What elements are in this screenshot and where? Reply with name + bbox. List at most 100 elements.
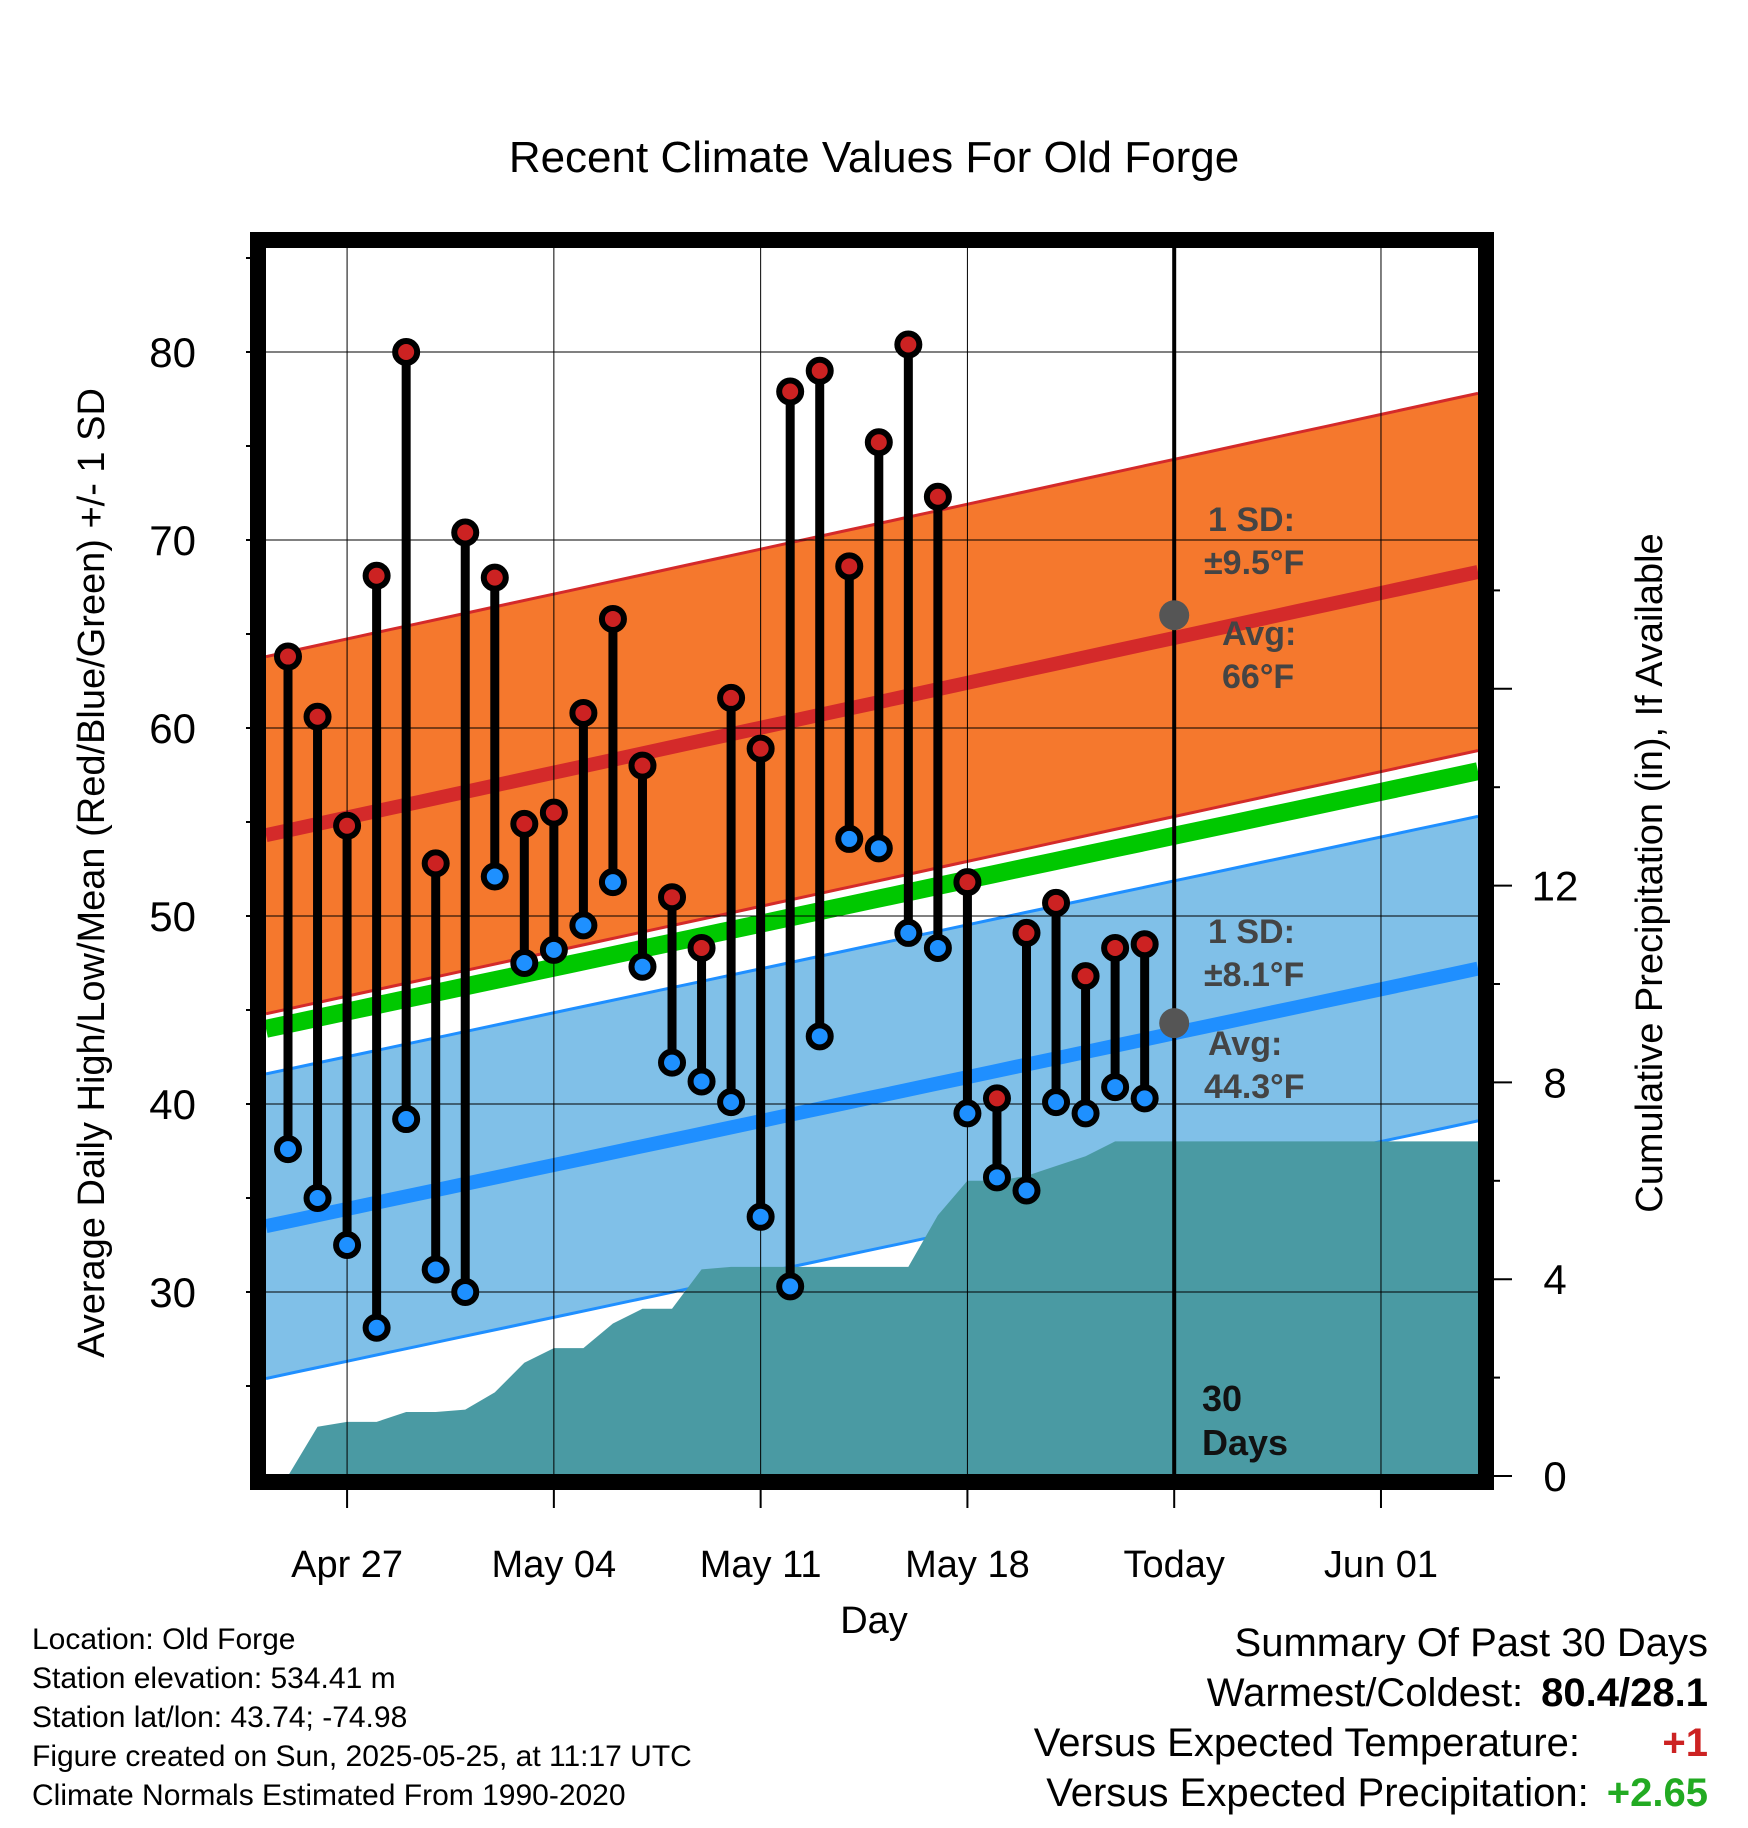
summary-precip: Versus Expected Precipitation: +2.65 (1034, 1768, 1708, 1818)
high-point (598, 604, 627, 633)
warm-cold-label: Warmest/Coldest: (1206, 1671, 1524, 1715)
y-tick-label: 60 (149, 705, 196, 752)
precip-value: +2.65 (1606, 1771, 1708, 1815)
y2-tick-label: 4 (1543, 1256, 1566, 1303)
x-tick-label: Today (1123, 1544, 1224, 1586)
days-label-word: Days (1202, 1422, 1288, 1463)
high-sd-value: ±9.5°F (1204, 544, 1304, 582)
low-point (687, 1067, 716, 1096)
temp-label: Versus Expected Temperature: (1033, 1721, 1580, 1765)
low-point (569, 911, 598, 940)
cumulative-precip-area (288, 1141, 1478, 1474)
precip-label: Versus Expected Precipitation: (1046, 1771, 1589, 1815)
low-point (835, 824, 864, 853)
info-latlon: Station lat/lon: 43.74; -74.98 (32, 1701, 408, 1734)
x-axis-label: Day (840, 1600, 908, 1642)
x-tick-label: Jun 01 (1324, 1544, 1438, 1586)
high-avg-marker (1159, 600, 1190, 631)
high-point (923, 482, 952, 511)
low-point (717, 1088, 746, 1117)
low-point (274, 1135, 302, 1164)
y-tick-label: 50 (149, 893, 196, 940)
chart-title: Recent Climate Values For Old Forge (509, 133, 1239, 182)
high-point (746, 734, 775, 763)
x-tick-label: May 11 (700, 1544, 822, 1586)
low-point (805, 1022, 834, 1051)
high-point (982, 1084, 1011, 1113)
low-point (1012, 1176, 1041, 1205)
low-point (953, 1099, 982, 1128)
y2-tick-label: 8 (1543, 1059, 1566, 1106)
low-point (510, 949, 539, 977)
high-point (303, 702, 332, 731)
high-point (510, 809, 539, 838)
high-point (480, 563, 509, 592)
high-point (953, 868, 982, 897)
high-point (392, 338, 421, 366)
low-sd-label: 1 SD: (1208, 913, 1295, 951)
high-avg-value: 66°F (1222, 658, 1294, 696)
y-axis-label: Average Daily High/Low/Mean (Red/Blue/Gr… (71, 388, 113, 1358)
y2-tick-label: 0 (1543, 1453, 1566, 1500)
x-tick-label: May 18 (905, 1544, 1030, 1586)
low-point (333, 1231, 362, 1259)
plot-content: 1 SD: ±9.5°F Avg: 66°F 1 SD: ±8.1°F Avg: 44.3°F… (266, 248, 1478, 1474)
low-point (480, 862, 509, 891)
high-point (687, 933, 716, 962)
low-avg-label: Avg: (1208, 1025, 1282, 1063)
summary-panel: Summary Of Past 30 Days Warmest/Coldest:… (1034, 1618, 1708, 1818)
high-point (1071, 962, 1100, 991)
summary-title: Summary Of Past 30 Days (1234, 1621, 1708, 1665)
high-point (1130, 930, 1159, 959)
low-point (658, 1048, 687, 1077)
high-point (1101, 933, 1130, 962)
summary-temp: Versus Expected Temperature: +1 (1034, 1718, 1708, 1768)
y-tick-label: 80 (149, 329, 196, 376)
high-point (451, 518, 480, 547)
high-point (539, 798, 568, 827)
low-point (923, 933, 952, 962)
info-normals: Climate Normals Estimated From 1990-2020 (32, 1779, 626, 1812)
y-tick-label: 70 (149, 517, 196, 564)
x-tick-label: May 04 (492, 1544, 617, 1586)
station-info: Location: Old Forge Station elevation: 5… (32, 1620, 692, 1815)
high-point (658, 883, 687, 912)
low-point (451, 1278, 480, 1306)
low-point (864, 834, 893, 863)
high-point (274, 642, 302, 671)
info-location: Location: Old Forge (32, 1623, 296, 1656)
summary-warm-cold: Warmest/Coldest: 80.4/28.1 (1034, 1668, 1708, 1718)
high-avg-label: Avg: (1222, 615, 1296, 653)
high-point (864, 428, 893, 457)
y2-tick-label: 12 (1532, 863, 1579, 910)
info-elevation: Station elevation: 534.41 m (32, 1662, 396, 1695)
high-point (628, 751, 657, 780)
low-sd-value: ±8.1°F (1204, 956, 1304, 994)
high-point (717, 683, 746, 712)
y2-axis-label: Cumulative Precipitation (in), If Availa… (1629, 533, 1671, 1212)
low-point (598, 868, 627, 897)
high-point (333, 811, 362, 840)
low-point (421, 1255, 450, 1284)
low-point (1042, 1088, 1071, 1117)
low-avg-value: 44.3°F (1204, 1068, 1305, 1106)
low-point (539, 935, 568, 964)
temp-value: +1 (1662, 1721, 1708, 1765)
low-point (746, 1202, 775, 1231)
high-sd-label: 1 SD: (1208, 501, 1295, 539)
days-label-number: 30 (1202, 1378, 1242, 1419)
high-point (1012, 918, 1041, 947)
low-point (1071, 1099, 1100, 1128)
plot-frame (250, 232, 1494, 1490)
low-point (1101, 1073, 1130, 1102)
high-point (894, 330, 923, 359)
low-point (776, 1272, 805, 1301)
high-point (835, 552, 864, 581)
high-point (805, 356, 834, 385)
x-tick-label: Apr 27 (291, 1544, 403, 1586)
y-tick-label: 30 (149, 1269, 196, 1316)
high-point (421, 849, 450, 878)
low-point (982, 1163, 1011, 1192)
low-point (303, 1184, 332, 1212)
